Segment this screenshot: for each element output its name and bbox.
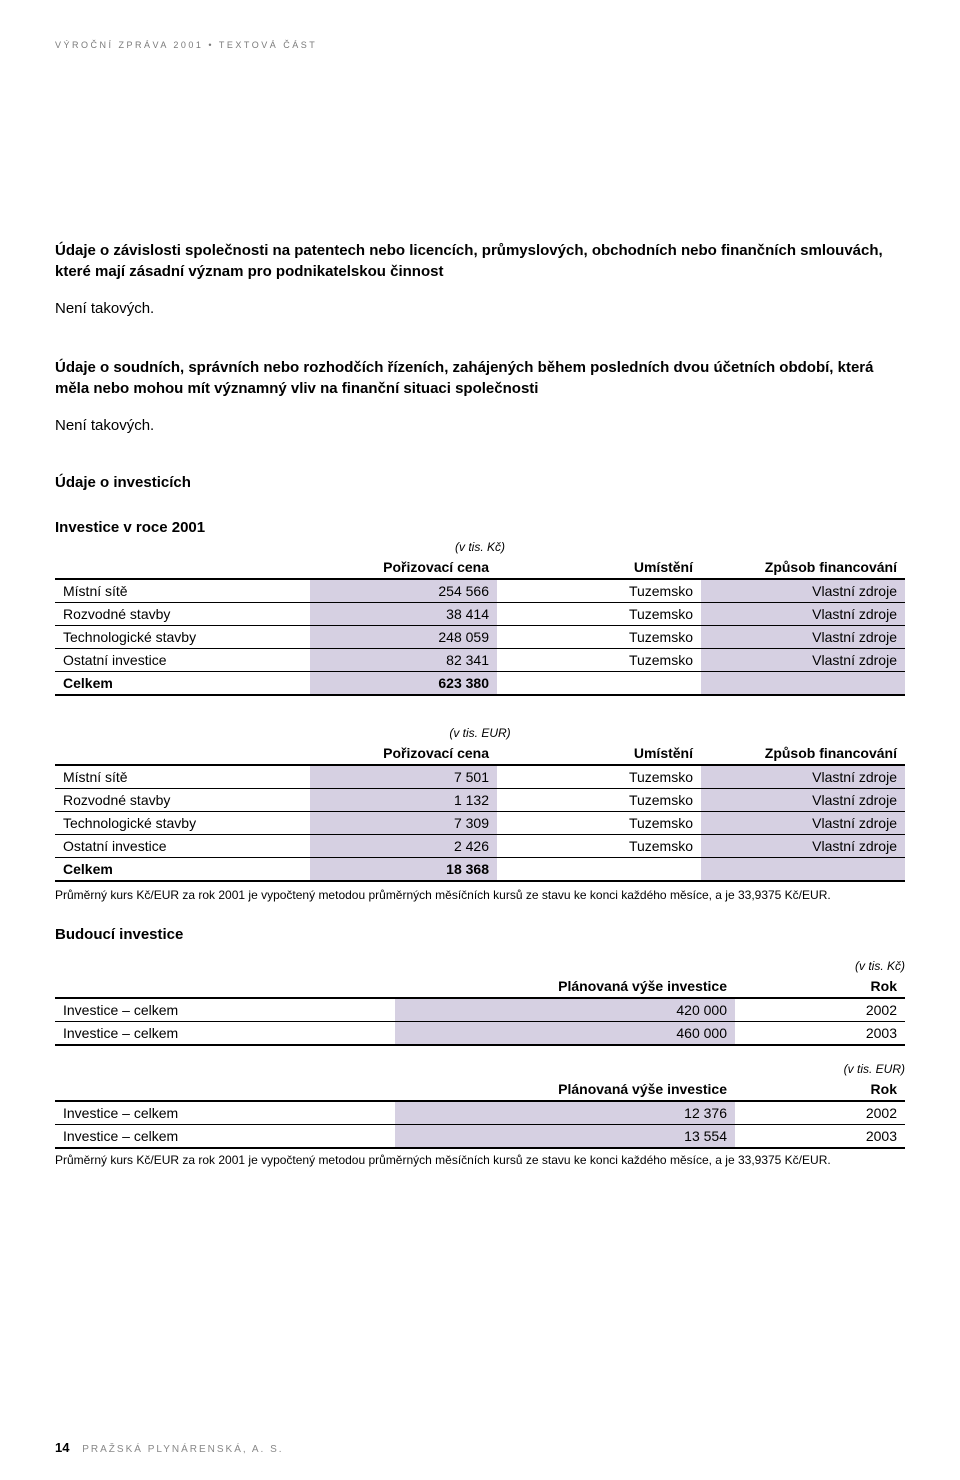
futurekc-unit: (v tis. Kč) [55, 959, 905, 973]
futureeur-unit: (v tis. EUR) [55, 1062, 905, 1076]
table-row: Rozvodné stavby 38 414 Tuzemsko Vlastní … [55, 603, 905, 626]
table-row-total: Celkem 18 368 [55, 858, 905, 882]
page-footer: 14 PRAŽSKÁ PLYNÁRENSKÁ, A. S. [55, 1440, 284, 1455]
tableeur-unit: (v tis. EUR) [55, 726, 905, 740]
th-price: Pořizovací cena [310, 556, 497, 579]
table-row: Místní sítě 7 501 Tuzemsko Vlastní zdroj… [55, 765, 905, 789]
section1-title: Údaje o závislosti společnosti na patent… [55, 240, 905, 282]
section3-title: Údaje o investicích [55, 474, 905, 491]
future-table-kc: Plánovaná výše investice Rok Investice –… [55, 975, 905, 1046]
investice-2001-heading: Investice v roce 2001 [55, 519, 905, 536]
footer-text: PRAŽSKÁ PLYNÁRENSKÁ, A. S. [82, 1444, 283, 1455]
th-fin: Způsob financování [701, 556, 905, 579]
table-row: Investice – celkem 460 000 2003 [55, 1022, 905, 1046]
page-number: 14 [55, 1440, 69, 1455]
table-row: Rozvodné stavby 1 132 Tuzemsko Vlastní z… [55, 789, 905, 812]
table-row: Ostatní investice 2 426 Tuzemsko Vlastní… [55, 835, 905, 858]
footnote-eur2: Průměrný kurs Kč/EUR za rok 2001 je vypo… [55, 1153, 905, 1167]
tablekc-unit: (v tis. Kč) [55, 540, 905, 554]
table-row: Místní sítě 254 566 Tuzemsko Vlastní zdr… [55, 579, 905, 603]
table-row: Investice – celkem 420 000 2002 [55, 998, 905, 1022]
footnote-eur1: Průměrný kurs Kč/EUR za rok 2001 je vypo… [55, 888, 905, 902]
budouci-heading: Budoucí investice [55, 926, 905, 943]
future-table-eur: Plánovaná výše investice Rok Investice –… [55, 1078, 905, 1149]
th-loc: Umístění [497, 556, 701, 579]
table-row-total: Celkem 623 380 [55, 672, 905, 696]
table-row: Investice – celkem 12 376 2002 [55, 1101, 905, 1125]
section1-text: Není takových. [55, 300, 905, 317]
section2-title: Údaje o soudních, správních nebo rozhodč… [55, 357, 905, 399]
investice-table-eur: Pořizovací cena Umístění Způsob financov… [55, 742, 905, 882]
investice-table-kc: Pořizovací cena Umístění Způsob financov… [55, 556, 905, 696]
table-row: Technologické stavby 7 309 Tuzemsko Vlas… [55, 812, 905, 835]
table-row: Technologické stavby 248 059 Tuzemsko Vl… [55, 626, 905, 649]
table-row: Investice – celkem 13 554 2003 [55, 1125, 905, 1149]
section2-text: Není takových. [55, 417, 905, 434]
th-label [55, 556, 310, 579]
page-header: VÝROČNÍ ZPRÁVA 2001 • TEXTOVÁ ČÁST [55, 40, 905, 50]
table-row: Ostatní investice 82 341 Tuzemsko Vlastn… [55, 649, 905, 672]
